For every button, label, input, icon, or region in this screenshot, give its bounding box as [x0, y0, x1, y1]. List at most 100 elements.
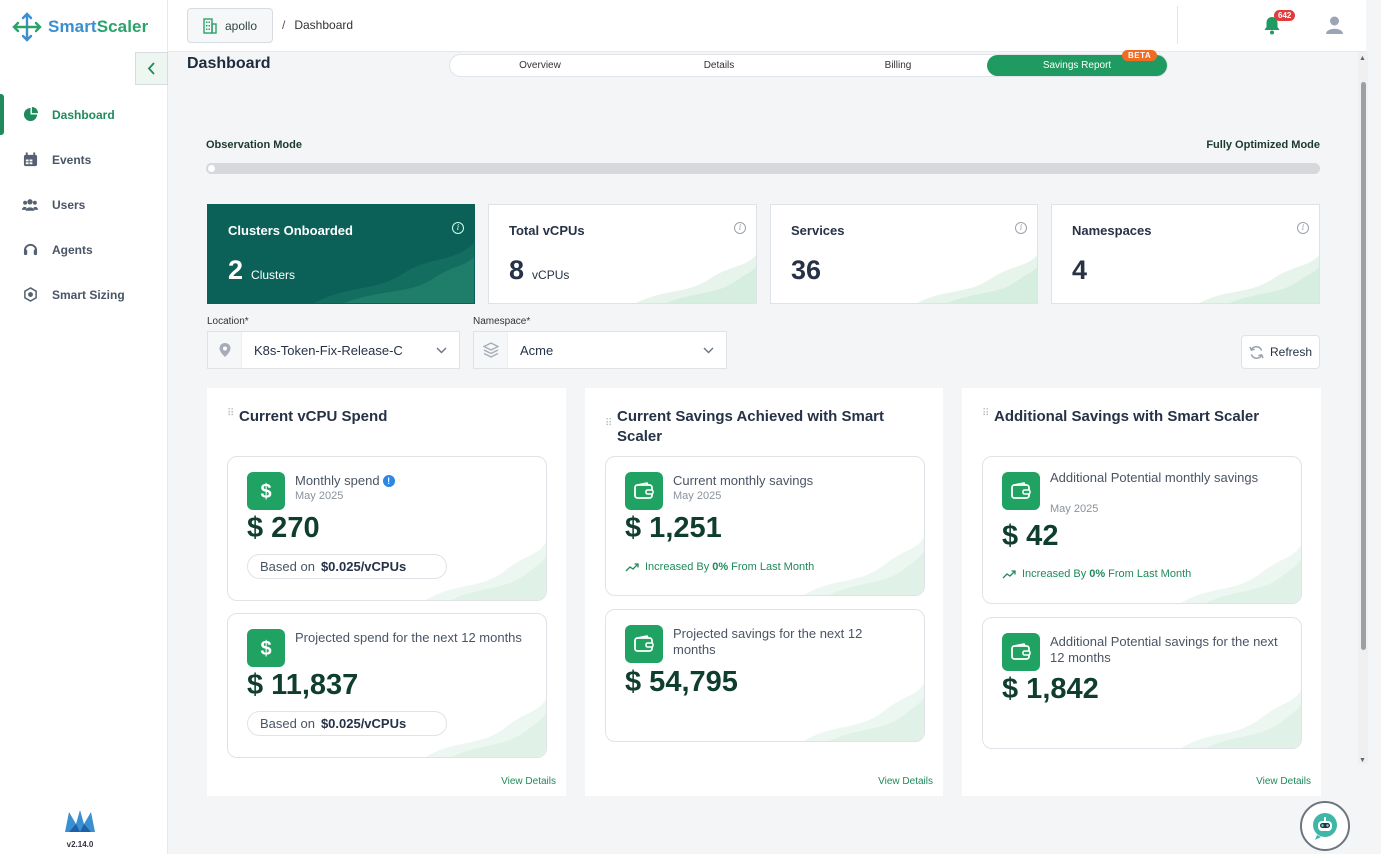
sidebar-nav: Dashboard Events Users Agents	[0, 92, 168, 317]
chevron-down-icon	[703, 347, 714, 353]
increase-prefix: Increased By	[645, 561, 710, 573]
stat-value: 2	[228, 255, 244, 285]
stat-title: Clusters Onboarded	[228, 223, 353, 238]
progress-fill	[206, 163, 218, 174]
monthly-spend-card: $ Monthly spend! May 2025 $ 270 Based on…	[227, 456, 547, 601]
calendar-icon	[22, 152, 38, 168]
tenant-name: apollo	[224, 18, 258, 33]
scrollbar-thumb[interactable]	[1361, 82, 1366, 650]
panel-title: Current vCPU Spend	[239, 408, 388, 425]
info-icon[interactable]: i	[1015, 222, 1027, 234]
sidebar-item-smart-sizing[interactable]: Smart Sizing	[0, 272, 168, 317]
user-avatar-icon	[1326, 16, 1343, 34]
header-divider	[1177, 6, 1178, 44]
card-title: Projected savings for the next 12 months	[673, 626, 863, 657]
chatbot-button[interactable]	[1300, 801, 1350, 851]
sidebar-item-label: Agents	[52, 242, 93, 257]
sidebar-item-agents[interactable]: Agents	[0, 227, 168, 272]
tab-overview[interactable]: Overview	[519, 60, 561, 71]
panel-current-vcpu-spend: ⠿ Current vCPU Spend $ Monthly spend! Ma…	[207, 388, 566, 796]
sidebar: SmartScaler Dashboard Events Users	[0, 0, 168, 854]
namespace-select[interactable]: Acme	[473, 331, 727, 369]
scroll-down-arrow-icon[interactable]: ▼	[1359, 757, 1366, 764]
svg-text:$: $	[260, 481, 271, 502]
location-select[interactable]: K8s-Token-Fix-Release-C	[207, 331, 460, 369]
tab-bar: Overview Details Billing Savings Report	[449, 54, 1168, 77]
svg-text:$: $	[260, 638, 271, 659]
decorative-wave	[636, 255, 756, 303]
brand-footer: v2.14.0	[62, 808, 98, 849]
stat-card-services: Services 36 i	[770, 204, 1038, 304]
trend-up-icon	[625, 562, 639, 571]
sidebar-item-users[interactable]: Users	[0, 182, 168, 227]
drag-handle-icon[interactable]: ⠿	[982, 408, 989, 419]
stat-title: Namespaces	[1072, 223, 1152, 238]
stat-value: 36	[791, 255, 822, 285]
building-icon	[203, 17, 217, 34]
view-details-link[interactable]: View Details	[878, 776, 933, 787]
pill-value: $0.025/vCPUs	[320, 559, 407, 574]
stat-value: 4	[1072, 255, 1088, 285]
stat-unit: vCPUs	[532, 268, 570, 282]
decorative-wave	[1181, 545, 1301, 603]
view-details-link[interactable]: View Details	[1256, 776, 1311, 787]
drag-handle-icon[interactable]: ⠿	[605, 418, 612, 429]
additional-projected-savings-card: Additional Potential savings for the nex…	[982, 617, 1302, 749]
decorative-wave	[917, 255, 1037, 303]
stat-unit: Clusters	[251, 268, 296, 282]
view-details-link[interactable]: View Details	[501, 776, 556, 787]
info-icon[interactable]: !	[382, 475, 395, 487]
card-title: Projected spend for the next 12 months	[295, 630, 522, 645]
pie-chart-icon	[22, 107, 38, 123]
chatbot-icon	[1313, 813, 1337, 840]
refresh-icon	[1249, 345, 1264, 359]
sidebar-item-label: Dashboard	[52, 107, 115, 122]
brand-logo[interactable]: SmartScaler	[12, 12, 148, 42]
dollar-icon: $	[247, 472, 285, 510]
wallet-icon	[625, 472, 663, 510]
smartscaler-logo-icon	[12, 12, 42, 42]
info-icon[interactable]: i	[452, 222, 464, 234]
collapse-sidebar-button[interactable]	[135, 52, 168, 85]
refresh-button[interactable]: Refresh	[1241, 335, 1320, 369]
card-amount: $ 270	[247, 512, 320, 544]
pill-prefix: Based on	[260, 716, 315, 731]
card-amount: $ 54,795	[625, 666, 738, 698]
tab-details[interactable]: Details	[703, 60, 735, 71]
sidebar-item-label: Users	[52, 197, 86, 212]
top-header: apollo / Dashboard 642	[168, 0, 1366, 52]
card-amount: $ 42	[1002, 520, 1059, 552]
increase-suffix: From Last Month	[731, 561, 815, 573]
tab-billing[interactable]: Billing	[884, 60, 912, 71]
stat-card-vcpus: Total vCPUs 8 vCPUs i	[488, 204, 757, 304]
info-icon[interactable]: i	[734, 222, 746, 234]
breadcrumb-current: Dashboard	[294, 18, 354, 32]
card-title: Current monthly savings	[673, 473, 814, 488]
stat-card-namespaces: Namespaces 4 i	[1051, 204, 1320, 304]
headset-icon	[22, 242, 38, 258]
user-profile-button[interactable]	[1325, 15, 1344, 40]
increase-suffix: From Last Month	[1108, 568, 1192, 580]
sidebar-item-events[interactable]: Events	[0, 137, 168, 182]
tenant-selector[interactable]: apollo	[187, 8, 273, 43]
decorative-wave	[426, 542, 546, 600]
layers-icon	[482, 342, 499, 358]
tab-savings-report[interactable]: Savings Report	[987, 55, 1167, 76]
increase-value: 0%	[1089, 568, 1106, 580]
panel-title: Current Savings Achieved with Smart Scal…	[617, 408, 885, 445]
version-label: v2.14.0	[66, 840, 94, 849]
info-icon[interactable]: i	[1297, 222, 1309, 234]
sidebar-item-dashboard[interactable]: Dashboard	[0, 92, 168, 137]
projected-spend-card: $ Projected spend for the next 12 months…	[227, 613, 547, 758]
users-icon	[22, 197, 38, 213]
card-amount: $ 1,251	[625, 512, 722, 544]
brand-name-part1: Smart	[48, 17, 97, 36]
decorative-wave	[426, 699, 546, 757]
scroll-up-arrow-icon[interactable]: ▲	[1359, 55, 1366, 62]
current-monthly-savings-card: Current monthly savings May 2025 $ 1,251…	[605, 456, 925, 596]
pill-prefix: Based on	[260, 559, 315, 574]
drag-handle-icon[interactable]: ⠿	[227, 408, 234, 419]
rate-pill: Based on $0.025/vCPUs	[247, 711, 447, 736]
panel-current-savings: ⠿ Current Savings Achieved with Smart Sc…	[585, 388, 943, 796]
optimization-progress-bar	[206, 163, 1320, 174]
